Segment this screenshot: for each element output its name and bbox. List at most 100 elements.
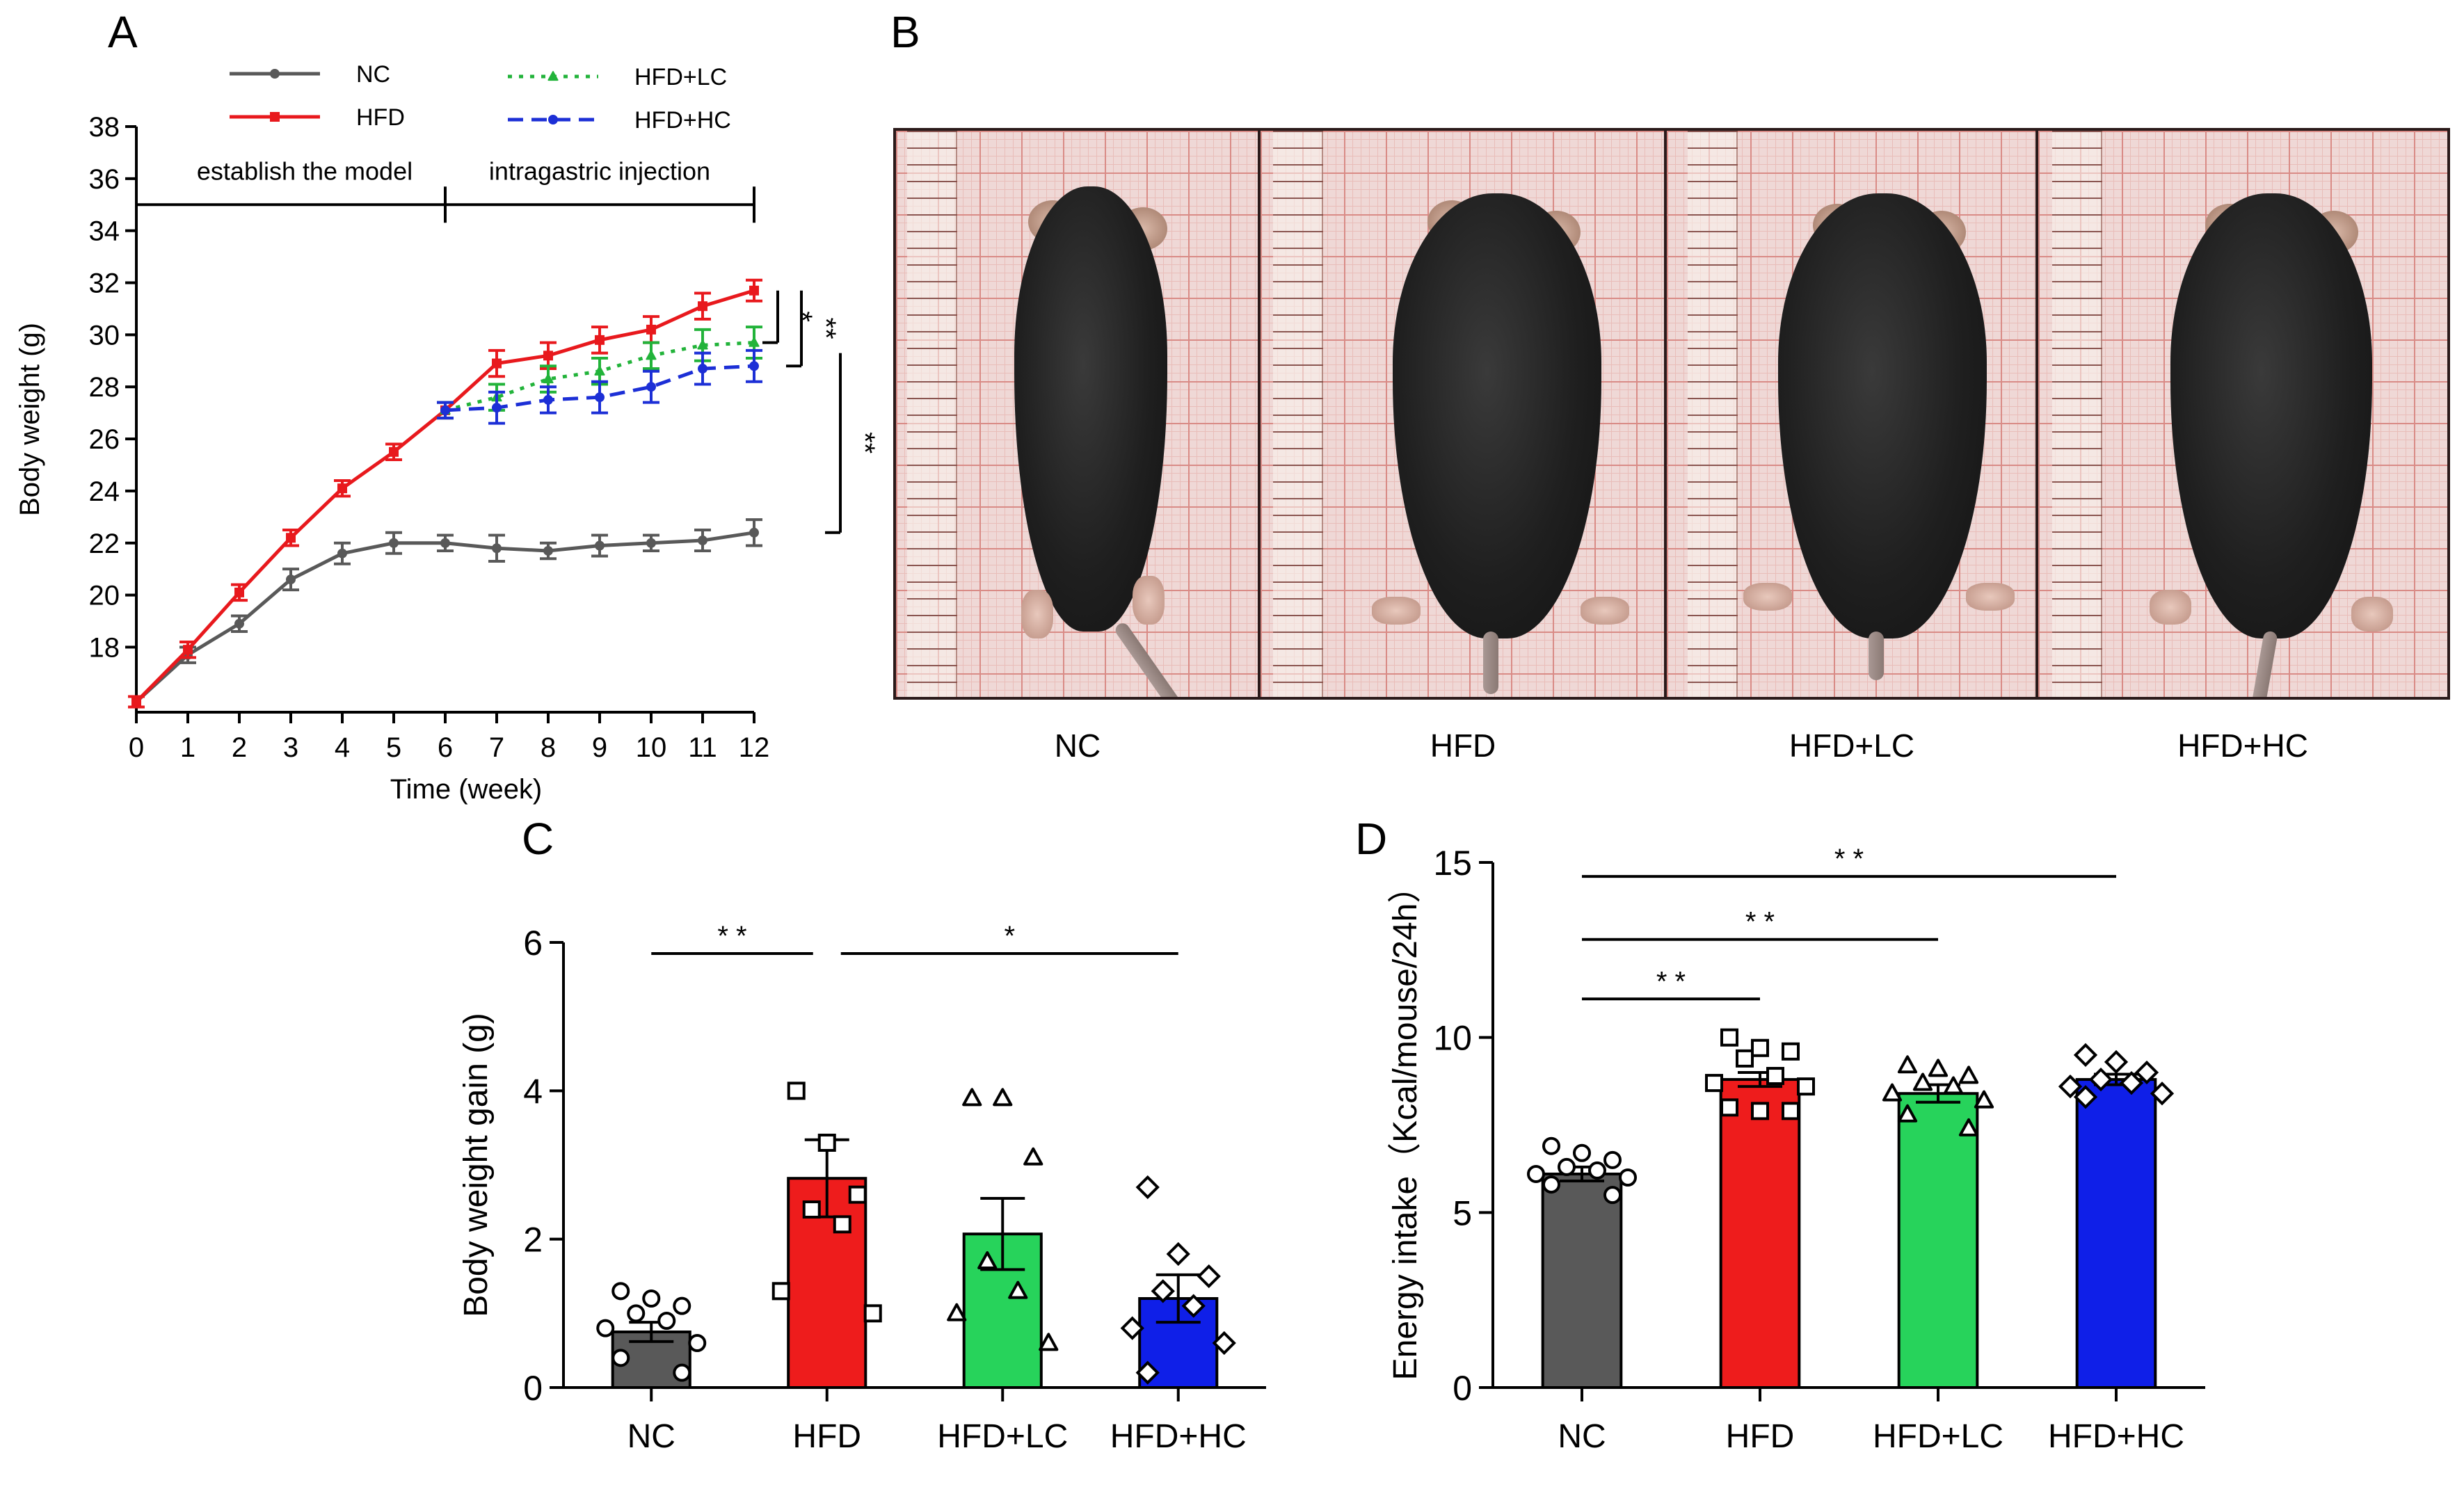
- data-point-d: [1958, 1066, 1979, 1084]
- phase-label-model: establish the model: [197, 156, 413, 185]
- legend-marker-a: [548, 115, 558, 124]
- data-point-a: [337, 548, 347, 558]
- x-tick-label-a: 5: [386, 732, 401, 763]
- bar-hfd: [1719, 1078, 1801, 1389]
- y-tick-label-c: 2: [523, 1221, 543, 1260]
- data-point-d: [1782, 1102, 1800, 1120]
- x-tick-label-a: 3: [283, 732, 298, 763]
- data-point-d: [2119, 1070, 2144, 1095]
- data-point-a: [594, 365, 605, 376]
- y-tick-label-a: 34: [89, 216, 120, 247]
- data-point-c: [817, 1134, 836, 1152]
- data-point-c: [1181, 1294, 1206, 1318]
- data-point-c: [642, 1289, 661, 1308]
- data-point-c: [1166, 1241, 1190, 1267]
- data-point-d: [2058, 1075, 2083, 1099]
- data-point-a: [543, 373, 554, 384]
- y-tick-label-d: 15: [1433, 844, 1472, 883]
- data-point-d: [1943, 1076, 1964, 1095]
- y-tick-label-c: 4: [523, 1072, 543, 1111]
- data-point-d: [1782, 1042, 1800, 1061]
- data-point-a: [698, 364, 707, 374]
- data-point-d: [2073, 1043, 2098, 1067]
- data-point-d: [1705, 1074, 1723, 1093]
- data-point-a: [543, 545, 553, 556]
- mouse-nc-illustration: [952, 159, 1202, 697]
- photo-label-hfd: HFD: [1430, 728, 1496, 764]
- data-point-d: [1736, 1049, 1754, 1068]
- photo-label-nc: NC: [1055, 728, 1101, 764]
- y-tick-label-a: 36: [89, 164, 120, 195]
- y-tick-label-d: 0: [1453, 1369, 1472, 1408]
- data-point-d: [1603, 1150, 1622, 1169]
- x-tick-label-a: 10: [636, 732, 667, 763]
- data-point-a: [492, 358, 502, 369]
- bar-nc: [1541, 1172, 1623, 1389]
- data-point-d: [1542, 1175, 1560, 1194]
- data-point-a: [337, 483, 347, 494]
- data-point-d: [1751, 1102, 1769, 1120]
- data-point-d: [1603, 1186, 1622, 1205]
- x-tick-label-c: HFD: [792, 1418, 861, 1455]
- data-point-d: [2088, 1067, 2113, 1092]
- significance-label-c: *: [1004, 921, 1015, 951]
- y-axis-title-c: Body weight gain (g): [458, 1013, 495, 1317]
- data-point-d: [1897, 1104, 1918, 1123]
- y-axis-title-d: Energy intake（Kcal/mouse/24h）: [1387, 870, 1424, 1381]
- legend-label-a: HFD: [356, 104, 405, 131]
- y-tick-label-c: 0: [523, 1369, 543, 1408]
- data-point-a: [698, 536, 707, 546]
- data-point-a: [440, 405, 450, 415]
- data-point-c: [1135, 1360, 1160, 1385]
- data-point-d: [1974, 1090, 1994, 1109]
- x-tick-label-d: NC: [1558, 1418, 1606, 1455]
- bar-hfd-lc: [1897, 1092, 1979, 1389]
- data-point-c: [833, 1215, 851, 1234]
- data-point-a: [492, 543, 502, 554]
- data-point-c: [863, 1304, 882, 1323]
- data-point-a: [389, 538, 399, 548]
- x-tick-label-a: 8: [541, 732, 556, 763]
- x-tick-label-a: 6: [438, 732, 453, 763]
- x-tick-label-a: 7: [489, 732, 504, 763]
- legend-marker-a: [547, 71, 559, 81]
- x-tick-label-c: HFD+HC: [1110, 1418, 1247, 1455]
- y-tick-label-a: 38: [89, 112, 120, 143]
- data-point-a: [749, 527, 759, 538]
- data-point-d: [1882, 1083, 1903, 1102]
- y-tick-label-a: 24: [89, 476, 120, 507]
- bar-chart-d: 0 5 10 15 NC HFD HFD+LC HFD+HC Energy intake（Kca…: [1387, 844, 2205, 1455]
- data-point-a: [646, 350, 657, 360]
- x-tick-label-d: HFD: [1726, 1418, 1795, 1455]
- data-point-d: [1751, 1038, 1769, 1057]
- x-tick-label-a: 2: [232, 732, 247, 763]
- data-point-a: [492, 403, 502, 413]
- x-tick-label-a: 11: [688, 732, 717, 763]
- significance-label-c: * *: [717, 921, 746, 951]
- data-point-a: [440, 538, 450, 548]
- data-point-c: [1008, 1280, 1028, 1299]
- data-point-c: [688, 1334, 707, 1352]
- data-point-a: [389, 447, 399, 457]
- significance-label-a: **: [849, 432, 880, 453]
- data-point-d: [1766, 1067, 1784, 1086]
- data-point-d: [2104, 1050, 2129, 1075]
- x-axis-title-a: Time (week): [390, 774, 543, 805]
- data-point-c: [1023, 1147, 1043, 1166]
- phase-label-injection: intragastric injection: [489, 156, 710, 185]
- data-point-c: [993, 1088, 1013, 1107]
- data-point-a: [183, 645, 193, 655]
- panel-letter-a: A: [108, 7, 138, 57]
- x-tick-label-d: HFD+LC: [1873, 1418, 2003, 1455]
- data-point-d: [1573, 1143, 1591, 1162]
- data-point-a: [595, 335, 605, 345]
- legend-label-a: HFD+HC: [634, 107, 731, 134]
- data-point-a: [697, 339, 708, 350]
- legend-marker-a: [270, 69, 280, 79]
- x-tick-label-c: NC: [627, 1418, 675, 1455]
- data-point-d: [1928, 1059, 1949, 1077]
- significance-label-a: **: [810, 317, 841, 339]
- data-point-c: [947, 1303, 967, 1321]
